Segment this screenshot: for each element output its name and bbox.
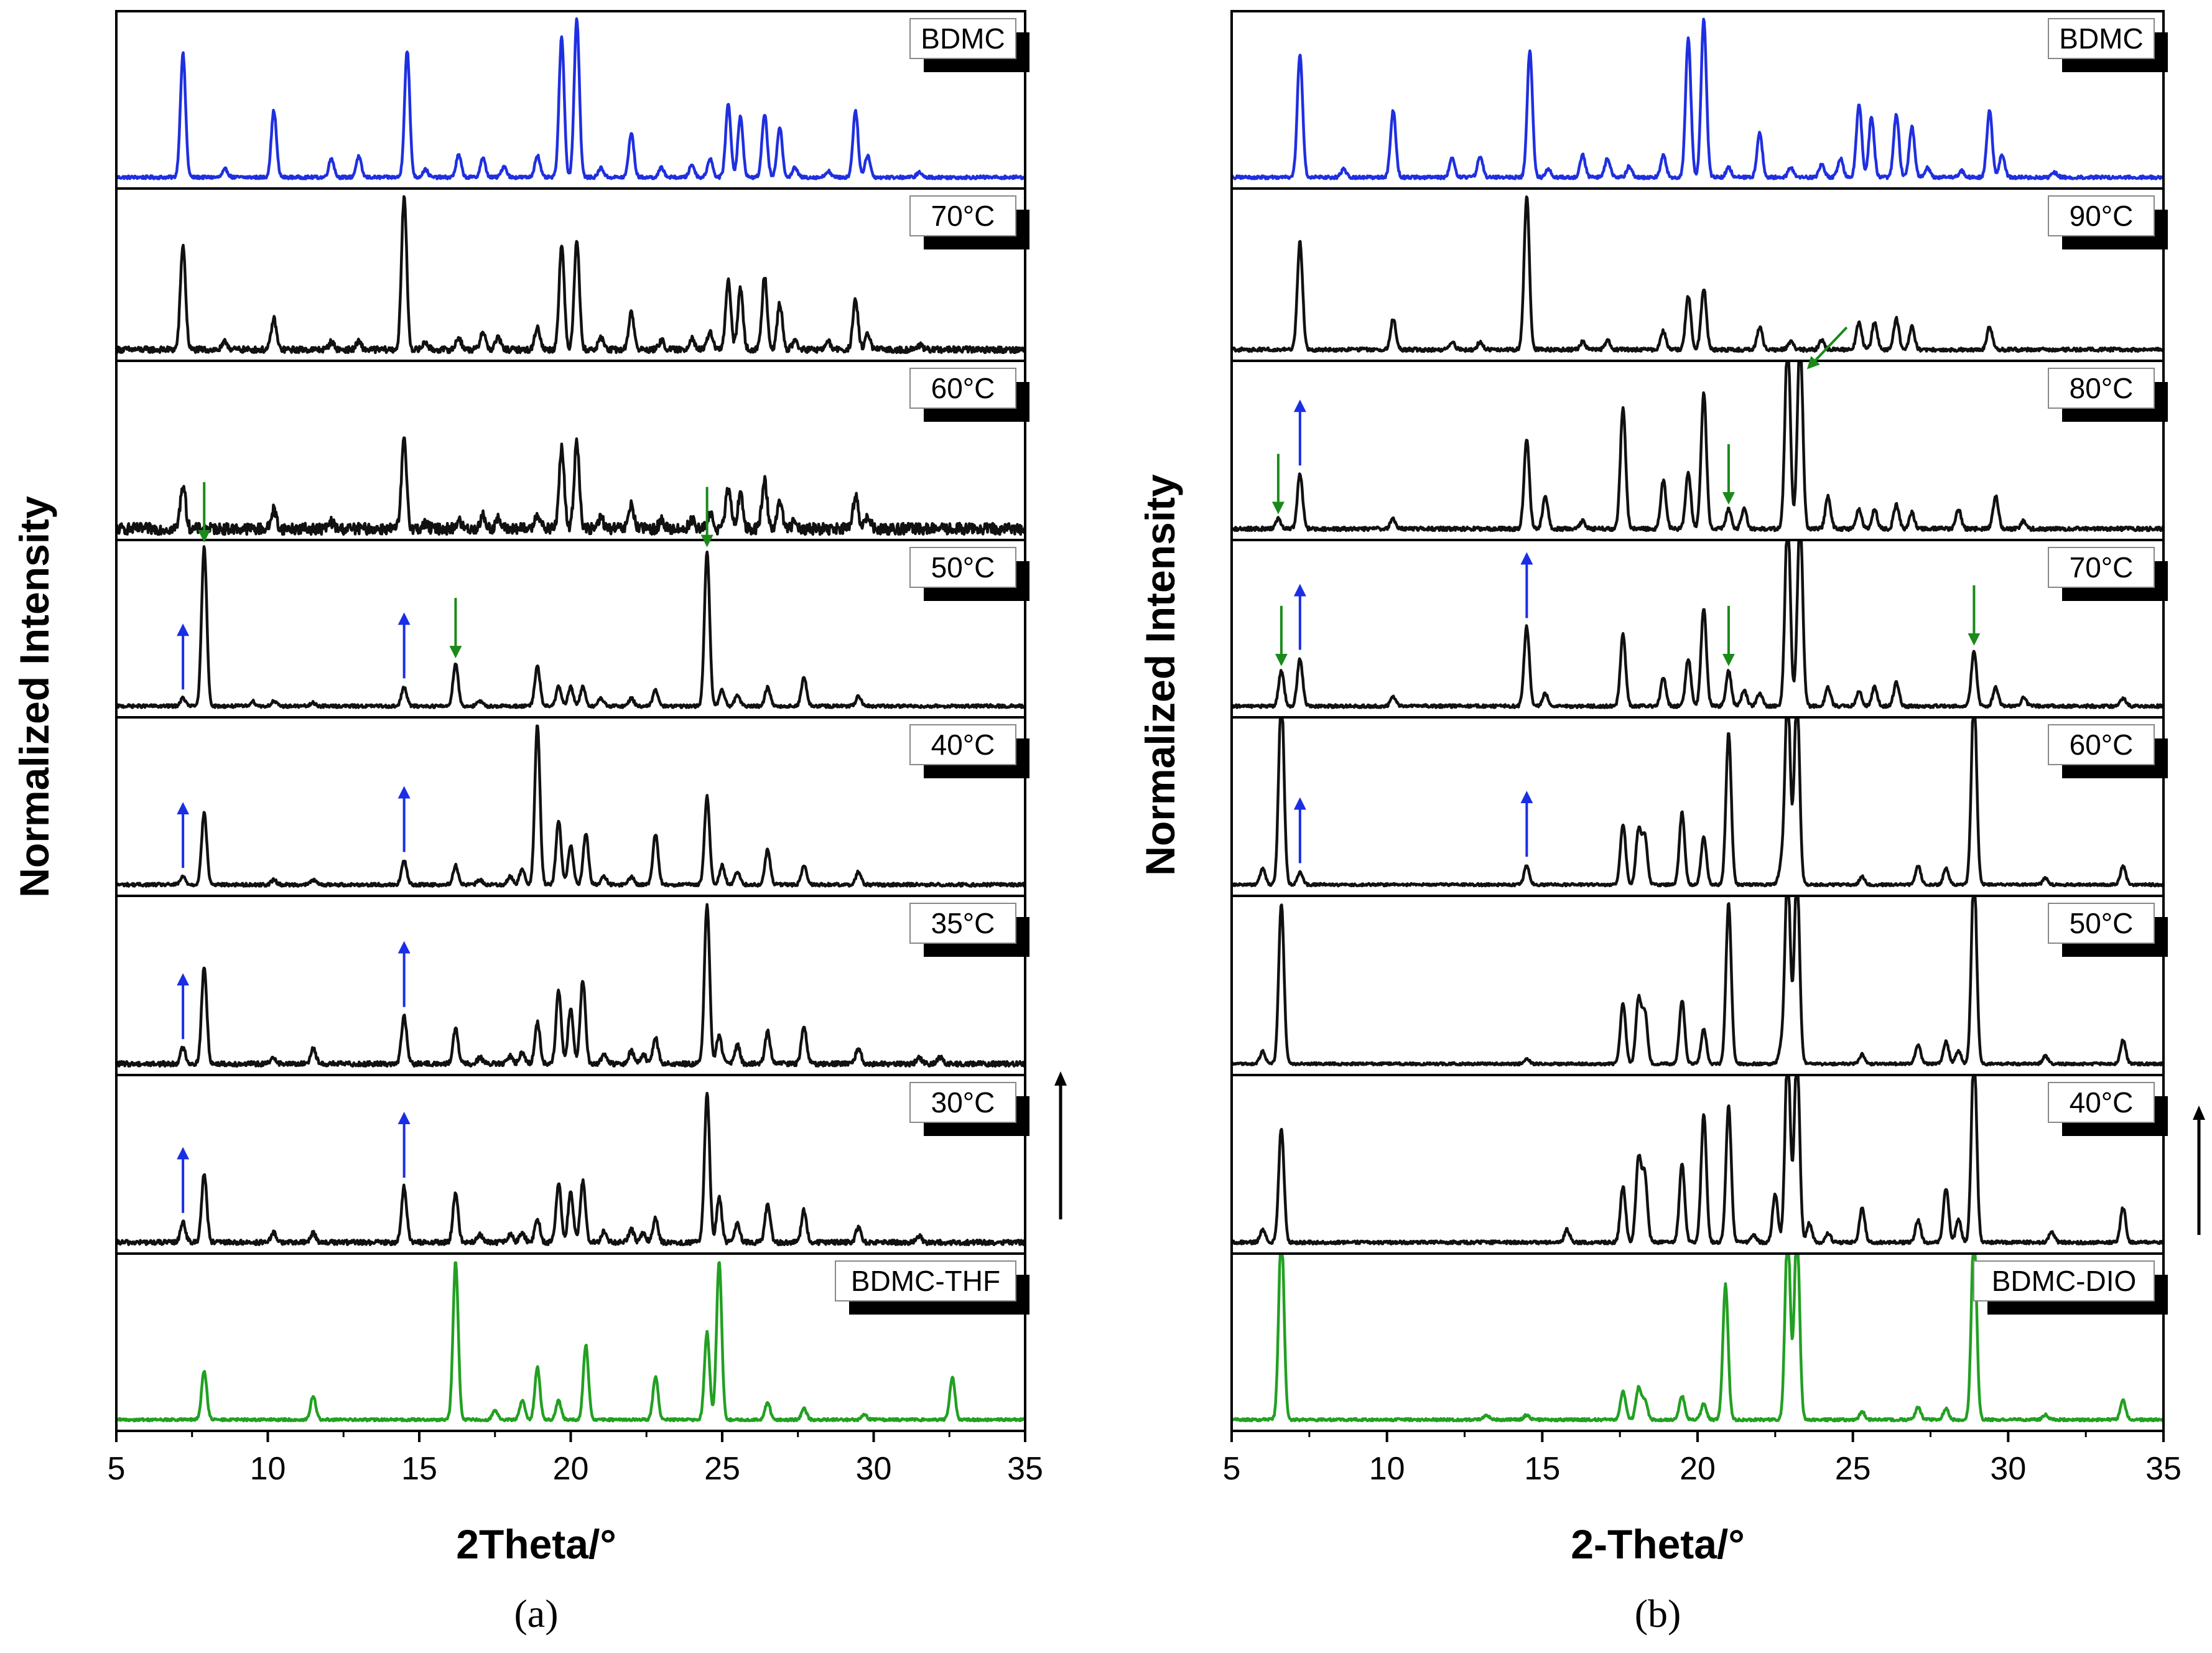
x-tick-label: 30 — [1990, 1451, 2026, 1487]
trace-60-c — [115, 436, 1027, 536]
series-label: 50°C — [931, 551, 995, 584]
trace-70-c — [1230, 539, 2165, 709]
series-label: 90°C — [2070, 200, 2134, 232]
panel-a-sublabel: (a) — [514, 1591, 558, 1636]
peak-arrow-diag — [1806, 326, 1848, 370]
trace-50-c — [115, 545, 1027, 709]
panel-b-ylabel: Normalized Intensity — [1137, 474, 1183, 876]
tag-box — [2048, 195, 2155, 236]
panel-a-order-arrowhead — [1054, 1071, 1067, 1086]
tag-box — [909, 1082, 1016, 1123]
series-label: BDMC — [2059, 22, 2143, 55]
trace-80-c — [1230, 360, 2165, 533]
trace-70-c — [114, 195, 1026, 355]
series-label: 60°C — [2070, 729, 2134, 761]
series-label: BDMC — [921, 22, 1005, 55]
series-label: 60°C — [931, 372, 995, 404]
series-label: 80°C — [2070, 372, 2134, 404]
trace-40-c — [1230, 1074, 2165, 1246]
x-tick-label: 25 — [1835, 1451, 1871, 1487]
x-tick-label: 15 — [401, 1451, 437, 1487]
plot-frame — [115, 10, 1026, 1432]
panel-b-arrows — [1271, 326, 1981, 864]
panel-a-x-ticks: 5 10 15 20 25 30 35 — [108, 1431, 1043, 1487]
tag-box — [2048, 903, 2155, 944]
tag-box — [2048, 547, 2155, 588]
tag-box — [2048, 1082, 2155, 1123]
trace-50-c — [1230, 895, 2165, 1067]
panel-a-arrows — [177, 482, 713, 1213]
trace-bdmc-dio — [1230, 1253, 2165, 1423]
tag-box — [1973, 1260, 2155, 1301]
tag-box — [909, 724, 1016, 765]
tag-box — [2048, 724, 2155, 765]
panel-a-tags: BDMC 70°C 60°C 50°C 40°C 35°C 30°C BDMC-THF — [835, 18, 1029, 1315]
tag-box — [909, 368, 1016, 409]
panel-b: Normalized Intensity 2-Theta/° (b) 5 10 15… — [1137, 10, 2205, 1636]
x-tick-label: 35 — [1007, 1451, 1043, 1487]
tag-box — [909, 18, 1016, 59]
series-label: 40°C — [2070, 1086, 2134, 1119]
trace-90-c — [1230, 195, 2165, 353]
panel-a-ylabel: Normalized Intensity — [11, 496, 57, 898]
series-label: 30°C — [931, 1086, 995, 1119]
series-label: 70°C — [2070, 551, 2134, 584]
x-tick-label: 10 — [1369, 1451, 1405, 1487]
trace-60-c — [1230, 717, 2165, 888]
tag-box — [909, 903, 1016, 944]
series-label: BDMC-DIO — [1992, 1265, 2137, 1297]
trace-bdmc — [1230, 17, 2165, 180]
panel-b-sublabel: (b) — [1635, 1591, 1681, 1636]
x-tick-label: 35 — [2145, 1451, 2182, 1487]
panel-a-frame — [115, 10, 1026, 1432]
series-label: 35°C — [931, 907, 995, 939]
panel-a: Normalized Intensity 2Theta/° (a) 5 10 15 2… — [11, 10, 1067, 1636]
tag-box — [2048, 18, 2155, 59]
x-tick-label: 20 — [1680, 1451, 1716, 1487]
trace-30-c — [115, 1091, 1026, 1247]
panel-a-xlabel: 2Theta/° — [456, 1521, 616, 1567]
series-label: 50°C — [2070, 907, 2134, 939]
panel-b-order-arrowhead — [2193, 1106, 2205, 1120]
panel-b-frame — [1230, 10, 2165, 1432]
series-label: 70°C — [931, 200, 995, 232]
x-tick-label: 10 — [250, 1451, 286, 1487]
x-tick-label: 5 — [1223, 1451, 1241, 1487]
trace-40-c — [114, 724, 1027, 888]
x-tick-label: 15 — [1524, 1451, 1560, 1487]
plot-frame — [1230, 10, 2165, 1432]
trace-bdmc — [114, 17, 1026, 180]
tag-box — [2048, 368, 2155, 409]
panel-b-tags: BDMC 90°C 80°C 70°C 60°C 50°C 40°C BDMC-DIO — [1973, 18, 2168, 1315]
x-tick-label: 20 — [553, 1451, 589, 1487]
tag-box — [909, 547, 1016, 588]
series-label: 40°C — [931, 729, 995, 761]
panel-b-xlabel: 2-Theta/° — [1571, 1521, 1744, 1567]
panel-a-traces — [114, 17, 1027, 1423]
x-tick-label: 30 — [856, 1451, 892, 1487]
tag-box — [909, 195, 1016, 236]
trace-35-c — [114, 903, 1027, 1068]
x-tick-label: 25 — [704, 1451, 740, 1487]
trace-bdmc-thf — [115, 1261, 1026, 1423]
tag-box — [835, 1260, 1016, 1301]
x-tick-label: 5 — [108, 1451, 126, 1487]
series-label: BDMC-THF — [851, 1265, 1000, 1297]
panel-b-x-ticks: 5 10 15 20 25 30 35 — [1223, 1431, 2182, 1487]
panel-b-traces — [1230, 17, 2165, 1423]
